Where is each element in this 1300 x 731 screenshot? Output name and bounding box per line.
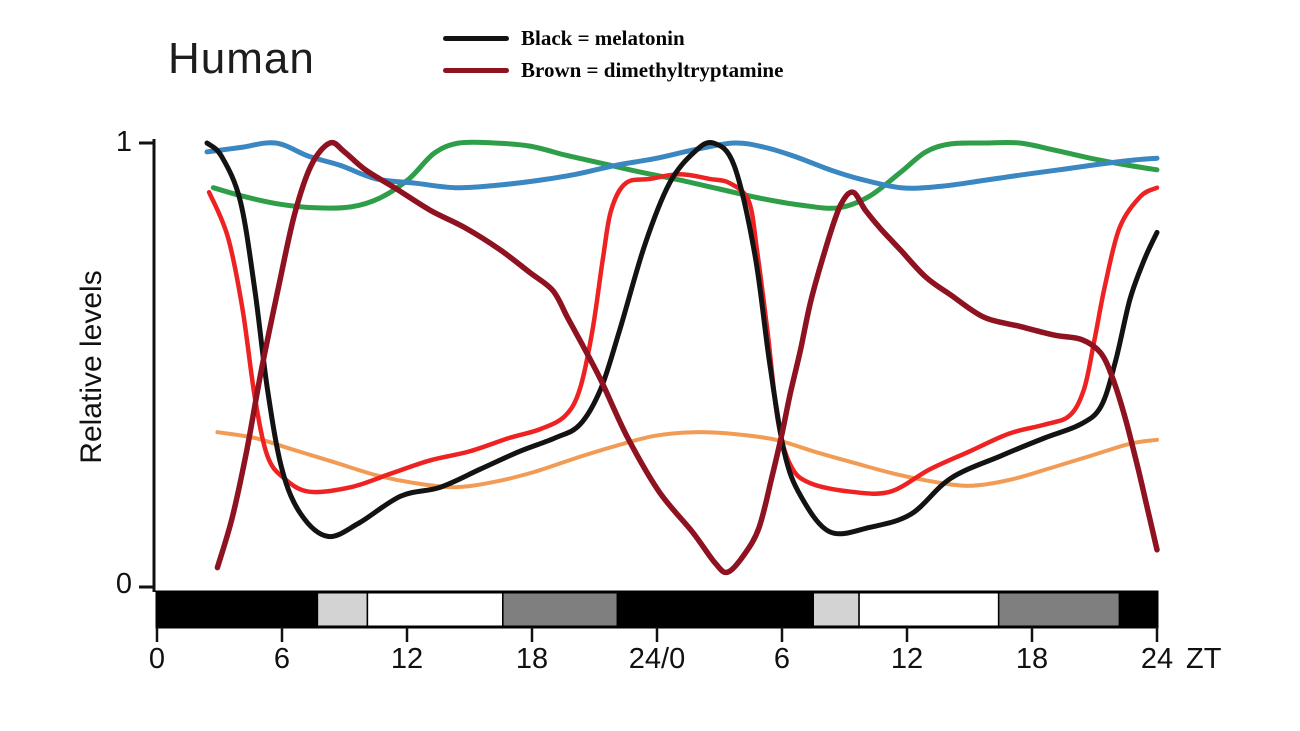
x-tick-label-12: 12 — [390, 643, 424, 675]
x-tick-label-18: 18 — [515, 643, 549, 675]
melatonin-line-swatch — [443, 36, 509, 41]
legend-item-melatonin: Black = melatonin — [443, 26, 783, 51]
legend-item-dimethyltryptamine: Brown = dimethyltryptamine — [443, 58, 783, 83]
y-tick-label-0: 0 — [115, 568, 132, 600]
x-tick-label-30: 6 — [773, 643, 791, 675]
legend-label-dimethyltryptamine: Brown = dimethyltryptamine — [521, 58, 784, 82]
x-tick-label-36: 12 — [890, 643, 924, 675]
dimethyltryptamine-line-swatch — [443, 68, 509, 73]
x-axis-unit-label: ZT — [1186, 643, 1222, 675]
x-tick-label-42: 18 — [1015, 643, 1049, 675]
x-tick-label-24-0: 24/0 — [628, 643, 686, 675]
legend: Black = melatonin Brown = dimethyltrypta… — [443, 26, 783, 83]
y-tick-label-1: 1 — [115, 126, 132, 158]
x-tick-label-48: 24 — [1140, 643, 1174, 675]
chart-title: Human — [168, 34, 315, 83]
x-tick-label-0: 0 — [148, 643, 166, 675]
legend-label-melatonin: Black = melatonin — [521, 26, 685, 50]
x-tick-label-6: 6 — [273, 643, 291, 675]
